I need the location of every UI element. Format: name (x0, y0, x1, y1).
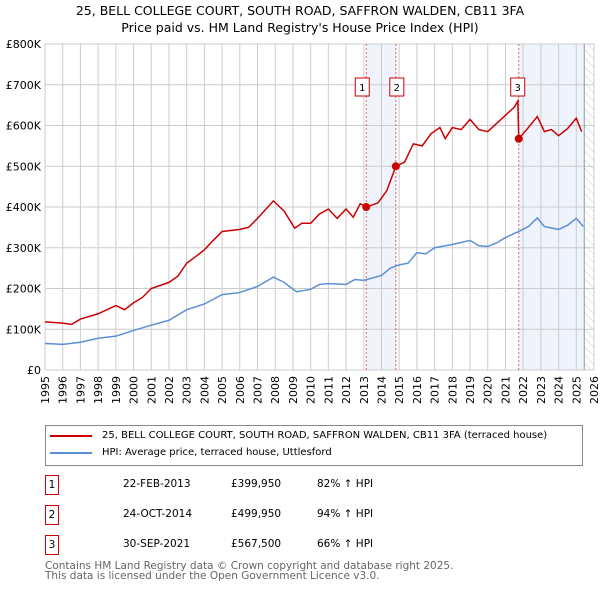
x-tick-label: 2021 (499, 376, 512, 404)
footer-copyright: Contains HM Land Registry data © Crown c… (45, 560, 454, 572)
hpi-line (44, 216, 584, 346)
x-tick-label: 2002 (163, 376, 176, 404)
y-tick-label: £400K (6, 201, 42, 214)
x-tick-label: 2004 (198, 376, 211, 404)
sale-label: 2 (394, 83, 400, 94)
sale-date: 24-OCT-2014 (123, 508, 192, 520)
footer-licence: This data is licensed under the Open Gov… (45, 570, 380, 582)
x-tick-label: 2006 (234, 376, 247, 404)
x-tick-label: 2016 (411, 376, 424, 404)
legend: 25, BELL COLLEGE COURT, SOUTH ROAD, SAFF… (45, 425, 583, 466)
x-tick-label: 2024 (553, 376, 566, 404)
sale-row: 2 24-OCT-2014 £499,950 94% ↑ HPI (45, 505, 445, 525)
x-tick-label: 2017 (429, 376, 442, 404)
x-tick-label: 2014 (375, 376, 388, 404)
sale-point (514, 134, 523, 143)
x-tick-label: 2008 (269, 376, 282, 404)
footer: Contains HM Land Registry data © Crown c… (45, 560, 454, 582)
x-tick-label: 2001 (145, 376, 158, 404)
sale-label: 3 (515, 83, 521, 94)
x-tick-label: 1997 (74, 376, 87, 404)
sale-hpi-change: 82% ↑ HPI (317, 478, 374, 490)
chart-title: 25, BELL COLLEGE COURT, SOUTH ROAD, SAFF… (75, 3, 525, 18)
x-tick-label: 2003 (181, 376, 194, 404)
sale-marker-badge: 3 (45, 535, 59, 555)
sale-price: £567,500 (231, 538, 282, 550)
sale-label-box (510, 77, 526, 97)
x-tick-label: 2005 (216, 376, 229, 404)
price-chart: 1995 1996 1997 1998 1999 2000 2001 2002 2003 2004… (6, 38, 600, 404)
x-tick-label: 2000 (128, 376, 141, 404)
y-tick-label: £300K (6, 242, 42, 255)
sale-price: £499,950 (231, 508, 282, 520)
sale-price: £399,950 (231, 478, 282, 490)
x-tick-label: 2011 (322, 376, 335, 404)
sale-point (391, 162, 400, 171)
x-tick-label: 1996 (57, 376, 70, 404)
sale-hpi-change: 66% ↑ HPI (317, 538, 374, 550)
chart-subtitle: Price paid vs. HM Land Registry's House … (121, 20, 479, 35)
x-tick-label: 2012 (340, 376, 353, 404)
x-tick-label: 2020 (482, 376, 495, 404)
sale-row: 1 22-FEB-2013 £399,950 82% ↑ HPI (45, 475, 445, 495)
x-tick-label: 2025 (570, 376, 583, 404)
legend-swatch-hpi (50, 451, 92, 454)
sale-row: 3 30-SEP-2021 £567,500 66% ↑ HPI (45, 535, 445, 555)
x-tick-label: 2019 (464, 376, 477, 404)
x-tick-label: 1999 (110, 376, 123, 404)
x-tick-label: 2010 (305, 376, 318, 404)
x-tick-label: 2007 (252, 376, 265, 404)
x-tick-label: 1998 (92, 376, 105, 404)
property-price-line (44, 98, 583, 326)
legend-label-property: 25, BELL COLLEGE COURT, SOUTH ROAD, SAFF… (102, 430, 548, 441)
x-tick-label: 2013 (358, 376, 371, 404)
y-tick-label: £0 (27, 364, 41, 377)
legend-swatch-property (50, 434, 92, 437)
x-tick-label: 1995 (39, 376, 52, 404)
sale-point (362, 203, 371, 212)
x-tick-label: 2022 (517, 376, 530, 404)
sale-label-box (354, 77, 370, 97)
y-tick-label: £600K (6, 120, 42, 133)
y-tick-label: £500K (6, 160, 42, 173)
sale-marker-badge: 2 (45, 505, 59, 525)
sale-label: 1 (359, 83, 365, 94)
x-tick-label: 2015 (393, 376, 406, 404)
y-tick-label: £100K (6, 323, 42, 336)
sale-date: 22-FEB-2013 (123, 478, 191, 490)
y-tick-label: £200K (6, 283, 42, 296)
x-tick-label: 2009 (287, 376, 300, 404)
sale-marker-badge: 1 (45, 475, 59, 495)
x-tick-label: 2023 (535, 376, 548, 404)
sale-hpi-change: 94% ↑ HPI (317, 508, 374, 520)
y-tick-label: £700K (6, 79, 42, 92)
sale-label-box (389, 77, 405, 97)
x-tick-label: 2026 (588, 376, 600, 404)
legend-label-hpi: HPI: Average price, terraced house, Uttl… (102, 447, 332, 458)
x-tick-label: 2018 (446, 376, 459, 404)
y-tick-label: £800K (6, 38, 42, 51)
sale-date: 30-SEP-2021 (123, 538, 191, 550)
